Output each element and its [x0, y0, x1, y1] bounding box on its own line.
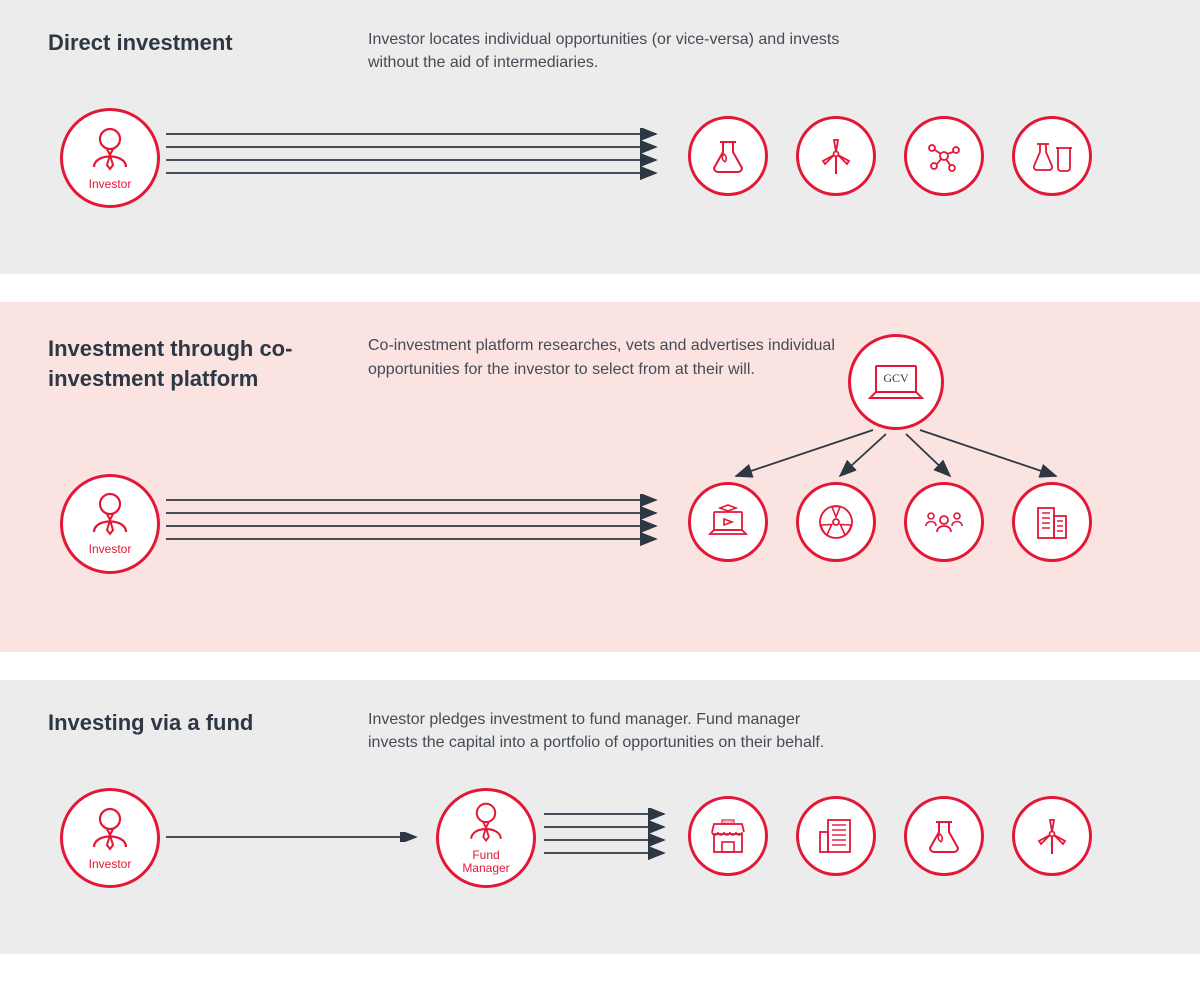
panel-title: Investment through co-investment platfor…	[48, 334, 368, 393]
flask-leaf-icon	[688, 116, 768, 196]
investor-icon	[85, 491, 135, 541]
investor-circle: Investor	[60, 788, 160, 888]
investor-label: Investor	[89, 858, 132, 871]
wind-turbine-icon	[796, 116, 876, 196]
shop-icon	[688, 796, 768, 876]
direct-opportunity-row	[688, 116, 1092, 196]
team-icon	[904, 482, 984, 562]
panel-fund: Investing via a fund Investor pledges in…	[0, 680, 1200, 954]
coinvest-opportunity-row	[688, 482, 1092, 562]
investor-circle: Investor	[60, 108, 160, 208]
molecule-icon	[904, 116, 984, 196]
panel-desc: Investor locates individual opportunitie…	[368, 28, 848, 74]
fund-manager-icon	[462, 801, 510, 847]
flasks-icon	[1012, 116, 1092, 196]
direct-arrows	[166, 128, 666, 188]
wind-turbine-icon	[1012, 796, 1092, 876]
panel-coinvest: Investment through co-investment platfor…	[0, 302, 1200, 651]
panel-title: Investing via a fund	[48, 708, 368, 738]
building-icon	[1012, 482, 1092, 562]
edu-laptop-icon	[688, 482, 768, 562]
platform-label: GCV	[883, 371, 909, 385]
platform-circle: GCV	[848, 334, 944, 430]
fund-manager-circle: Fund Manager	[436, 788, 536, 888]
panel-direct: Direct investment Investor locates indiv…	[0, 0, 1200, 274]
radiation-icon	[796, 482, 876, 562]
manager-to-opps-arrows	[544, 808, 674, 868]
panel-desc: Co-investment platform researches, vets …	[368, 334, 848, 380]
investor-circle: Investor	[60, 474, 160, 574]
panel-desc: Investor pledges investment to fund mana…	[368, 708, 848, 754]
investor-to-manager-arrow	[166, 832, 426, 842]
investor-icon	[85, 126, 135, 176]
flask-leaf-icon	[904, 796, 984, 876]
investor-icon	[85, 806, 135, 856]
office-icon	[796, 796, 876, 876]
gcv-laptop-icon: GCV	[866, 360, 926, 404]
fund-manager-label: Fund Manager	[462, 849, 509, 875]
panel-title: Direct investment	[48, 28, 368, 58]
coinvest-arrows	[166, 494, 666, 554]
fund-opportunity-row	[688, 796, 1092, 876]
investor-label: Investor	[89, 178, 132, 191]
investor-label: Investor	[89, 543, 132, 556]
